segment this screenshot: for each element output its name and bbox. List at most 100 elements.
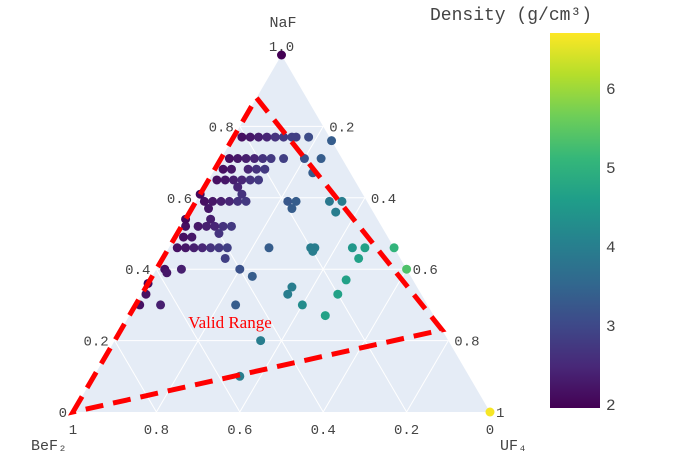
uf4-tick-label: 0.2 — [329, 120, 354, 136]
data-point — [237, 189, 247, 199]
data-point — [214, 229, 224, 238]
data-point — [245, 132, 255, 142]
colorbar-tick-label: 2 — [606, 397, 616, 415]
uf4-tick-label: 0.8 — [454, 335, 479, 351]
data-point — [304, 132, 314, 142]
tick-labels: 0 0.2 0.4 0.6 0.8 1.0 1 0.8 0.6 0.4 0.2 0 0.2 0.4 0.6 0… — [59, 40, 505, 439]
naf-tick-label: 0.4 — [125, 263, 150, 279]
data-point — [360, 243, 370, 253]
data-point — [291, 132, 301, 142]
data-point — [270, 132, 280, 142]
data-point — [347, 243, 357, 253]
gridline — [155, 268, 241, 413]
gridline — [406, 340, 449, 413]
uf4-tick-label: 0.4 — [371, 192, 396, 208]
data-point — [256, 336, 266, 346]
valid-range-label: Valid Range — [188, 313, 272, 332]
colorbar-tick-label: 5 — [606, 160, 616, 178]
bef2-tick-label: 0.2 — [394, 423, 419, 439]
data-point — [233, 196, 243, 206]
data-point — [162, 268, 172, 278]
data-point — [233, 154, 243, 164]
data-point — [260, 164, 270, 174]
data-point — [287, 282, 297, 292]
data-point — [249, 154, 259, 164]
naf-tick-label: 0.2 — [83, 335, 108, 351]
data-point — [197, 243, 207, 253]
data-point — [389, 243, 399, 253]
data-point — [181, 221, 191, 231]
data-point — [235, 264, 245, 274]
data-point — [324, 196, 334, 206]
data-point — [264, 243, 274, 253]
data-point — [224, 196, 234, 206]
data-point — [210, 221, 220, 231]
data-point — [327, 136, 337, 146]
data-point — [220, 175, 230, 185]
data-point — [402, 264, 412, 274]
data-point — [179, 232, 189, 242]
valid-range-boundary — [67, 93, 447, 416]
data-point — [316, 154, 326, 164]
data-point — [204, 204, 214, 214]
data-point — [258, 154, 268, 164]
bef2-tick-label: 0.6 — [227, 423, 252, 439]
data-point — [208, 196, 218, 206]
data-point — [243, 164, 253, 174]
uf4-tick-label: 1 — [496, 406, 504, 422]
data-point — [176, 264, 186, 274]
data-point — [241, 154, 251, 164]
data-point — [283, 289, 293, 299]
data-point — [226, 164, 236, 174]
axis-title-bef2: BeF₂ — [31, 438, 67, 455]
data-point — [141, 289, 151, 299]
data-point — [241, 196, 251, 206]
gridline — [322, 268, 408, 413]
data-point — [206, 243, 216, 253]
data-point — [287, 204, 297, 214]
data-points — [135, 50, 495, 417]
colorbar-tick-label: 6 — [606, 81, 616, 99]
data-point — [218, 221, 228, 231]
data-point — [216, 196, 226, 206]
naf-tick-label: 0.6 — [167, 192, 192, 208]
data-point — [266, 154, 276, 164]
data-point — [229, 175, 239, 185]
data-point — [291, 196, 301, 206]
data-point — [485, 407, 495, 417]
axis-title-uf4: UF₄ — [500, 438, 527, 455]
data-point — [299, 154, 309, 164]
data-point — [233, 182, 243, 192]
data-point — [331, 207, 341, 217]
data-point — [237, 132, 247, 142]
data-point — [254, 175, 264, 185]
data-point — [172, 243, 182, 253]
data-point — [297, 300, 307, 310]
data-point — [251, 164, 261, 174]
bef2-tick-label: 0 — [486, 423, 494, 439]
bef2-tick-label: 1 — [69, 423, 77, 439]
colorbar-title: Density (g/cm³) — [430, 6, 592, 26]
data-point — [156, 300, 166, 310]
data-point — [279, 132, 289, 142]
naf-tick-label: 1.0 — [269, 40, 294, 56]
data-point — [237, 175, 247, 185]
data-point — [231, 300, 241, 310]
data-point — [320, 311, 330, 321]
colorbar-tick-label: 3 — [606, 318, 616, 336]
data-point — [201, 221, 211, 231]
colorbar-tick-label: 4 — [606, 239, 616, 257]
colorbar-ticks: 2 3 4 5 6 — [606, 81, 616, 415]
data-point — [181, 243, 191, 253]
axis-title-naf: NaF — [269, 15, 296, 32]
data-point — [226, 221, 236, 231]
data-point — [262, 132, 272, 142]
data-point — [245, 175, 255, 185]
data-point — [220, 253, 230, 263]
gridline — [114, 340, 157, 413]
data-point — [189, 243, 199, 253]
data-point — [206, 214, 216, 224]
bef2-tick-label: 0.4 — [311, 423, 336, 439]
data-point — [222, 243, 232, 253]
